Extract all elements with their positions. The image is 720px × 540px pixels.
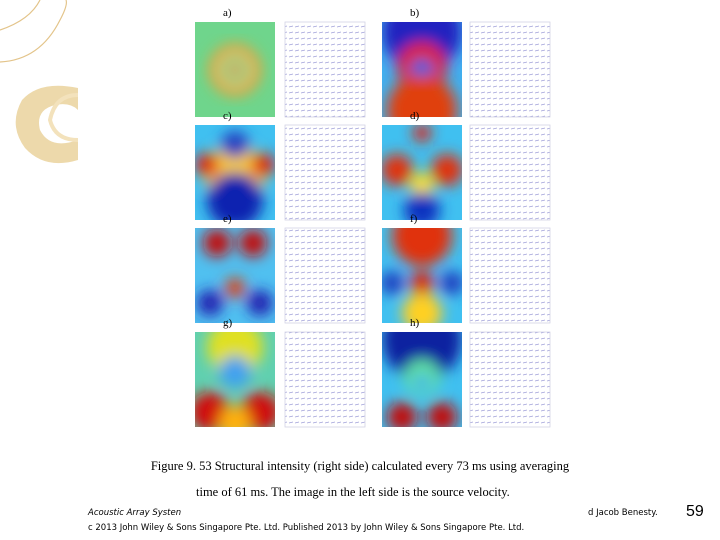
blob (410, 271, 434, 295)
vector-field (469, 124, 551, 221)
heatmap-blobs (197, 229, 273, 316)
blob (382, 154, 413, 186)
heatmap-blobs (195, 131, 275, 220)
blob (219, 356, 251, 388)
panel-label: f) (410, 213, 418, 225)
vector-field (284, 21, 366, 118)
blob (251, 153, 275, 177)
blob (414, 374, 430, 390)
heatmap-blobs (209, 44, 261, 96)
heatmap-blobs (382, 228, 462, 323)
heatmap-blobs (195, 332, 275, 427)
heatmap-blobs (382, 125, 462, 220)
vector-field (469, 227, 551, 324)
footer-series: Acoustic Array Systen (87, 508, 181, 518)
blob (207, 332, 263, 375)
panel-label: c) (223, 110, 232, 122)
panel-label: e) (223, 213, 232, 225)
blob (387, 402, 417, 427)
heatmap (195, 125, 275, 220)
blob (410, 173, 434, 197)
panel-label: h) (410, 317, 420, 329)
blob (413, 125, 431, 142)
page-number: 59 (686, 503, 704, 520)
blob (225, 278, 245, 298)
panel-label: d) (410, 110, 420, 122)
heatmap (382, 228, 462, 323)
panel-label: b) (410, 7, 420, 19)
blob (440, 271, 462, 295)
heatmap (382, 125, 462, 220)
blob (382, 271, 404, 295)
footer-authors: d Jacob Benesty. (588, 508, 658, 518)
panel-label: a) (223, 7, 232, 19)
blob (427, 402, 457, 427)
blob (387, 75, 457, 117)
heatmap (195, 332, 275, 427)
blob (404, 192, 440, 220)
blob (402, 293, 442, 323)
blob (221, 131, 249, 159)
blob (197, 290, 223, 316)
vector-field (284, 124, 366, 221)
blob (247, 290, 273, 316)
heatmap (195, 22, 275, 117)
heatmap-blobs (382, 332, 462, 427)
footer-copyright: c 2013 John Wiley & Sons Singapore Pte. … (88, 523, 524, 533)
blob (239, 229, 267, 257)
blob (431, 154, 462, 186)
caption-line: Figure 9. 53 Structural intensity (right… (151, 459, 570, 473)
vector-field (284, 331, 366, 428)
blob (219, 406, 251, 427)
panel-label: g) (223, 317, 233, 329)
decoration (0, 0, 79, 164)
heatmap (382, 22, 462, 117)
blob (195, 153, 219, 177)
vector-field (469, 331, 551, 428)
vector-field (469, 21, 551, 118)
heatmap-blobs (382, 22, 462, 117)
vector-field (284, 227, 366, 324)
blob (207, 172, 263, 220)
blob (228, 63, 242, 77)
blob (392, 228, 452, 266)
caption-line: time of 61 ms. The image in the left sid… (196, 485, 510, 499)
blob (203, 229, 231, 257)
heatmap (382, 332, 462, 427)
heatmap (195, 228, 275, 323)
blob (382, 332, 462, 380)
